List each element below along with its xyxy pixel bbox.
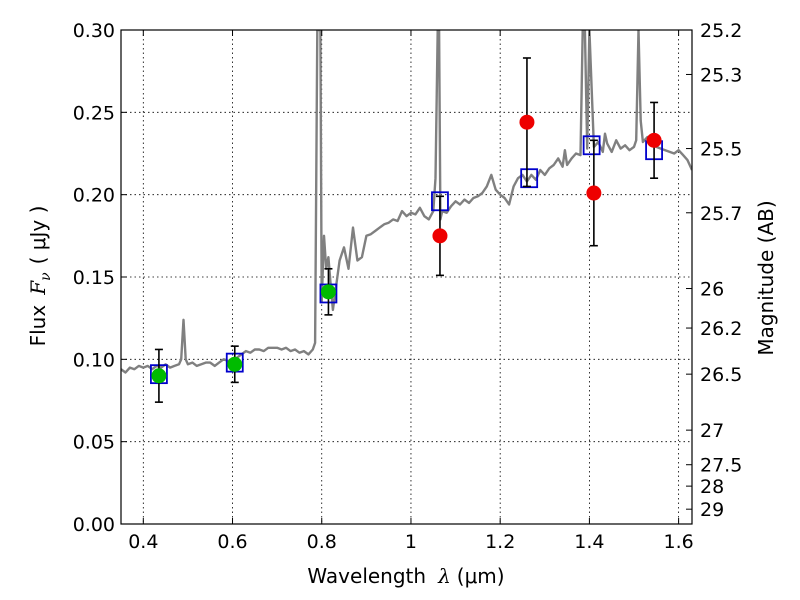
y-tick-label: 0.10 [73, 349, 115, 371]
x-tick-label: 0.4 [128, 531, 158, 553]
photometry-point [151, 368, 167, 384]
x-tick-label: 0.8 [307, 531, 337, 553]
y-tick-label: 0.20 [73, 185, 115, 207]
y-tick-label: 0.05 [73, 432, 115, 454]
photometry-point [320, 284, 336, 300]
y-axis-label: FluxFν( μJy ) [26, 206, 54, 347]
mag-tick-label: 29 [700, 499, 724, 521]
mag-tick-label: 28 [700, 476, 724, 498]
mag-tick-label: 25.2 [700, 20, 742, 42]
x-tick-label: 0.6 [217, 531, 247, 553]
x-tick-label: 1.4 [574, 531, 604, 553]
x-axis-label: Wavelength λ (μm) [307, 564, 504, 588]
photometry-point [519, 114, 535, 130]
mag-tick-label: 26.5 [700, 364, 742, 386]
spectrum-line [121, 30, 692, 374]
mag-tick-label: 26.2 [700, 318, 742, 340]
y-tick-label: 0.15 [73, 267, 115, 289]
photometry-point [646, 132, 662, 148]
mag-tick-label: 25.7 [700, 203, 742, 225]
mag-tick-label: 26 [700, 279, 724, 301]
mag-tick-label: 25.3 [700, 64, 742, 86]
mag-tick-label: 25.5 [700, 139, 742, 161]
y-tick-label: 0.25 [73, 102, 115, 124]
y-tick-label: 0.00 [73, 514, 115, 536]
photometry-point [227, 356, 243, 372]
y-tick-label: 0.30 [73, 20, 115, 42]
spectrum-layer [121, 30, 692, 374]
ticks-layer: 0.4 0.6 0.8 1 1.2 1.4 1.6 0.00 0.05 0.10 0.15 0.20 0… [73, 20, 743, 553]
mag-tick-label: 27 [700, 420, 724, 442]
photometry-point [432, 228, 448, 244]
x-tick-label: 1 [405, 531, 417, 553]
x-tick-label: 1.2 [485, 531, 515, 553]
photometry-point [586, 185, 602, 201]
synthetic-square-marker [582, 135, 601, 156]
y2-axis-label: Magnitude (AB) [754, 200, 778, 355]
markers-layer [150, 57, 663, 403]
x-tick-label: 1.6 [664, 531, 694, 553]
mag-tick-label: 27.5 [700, 455, 742, 477]
